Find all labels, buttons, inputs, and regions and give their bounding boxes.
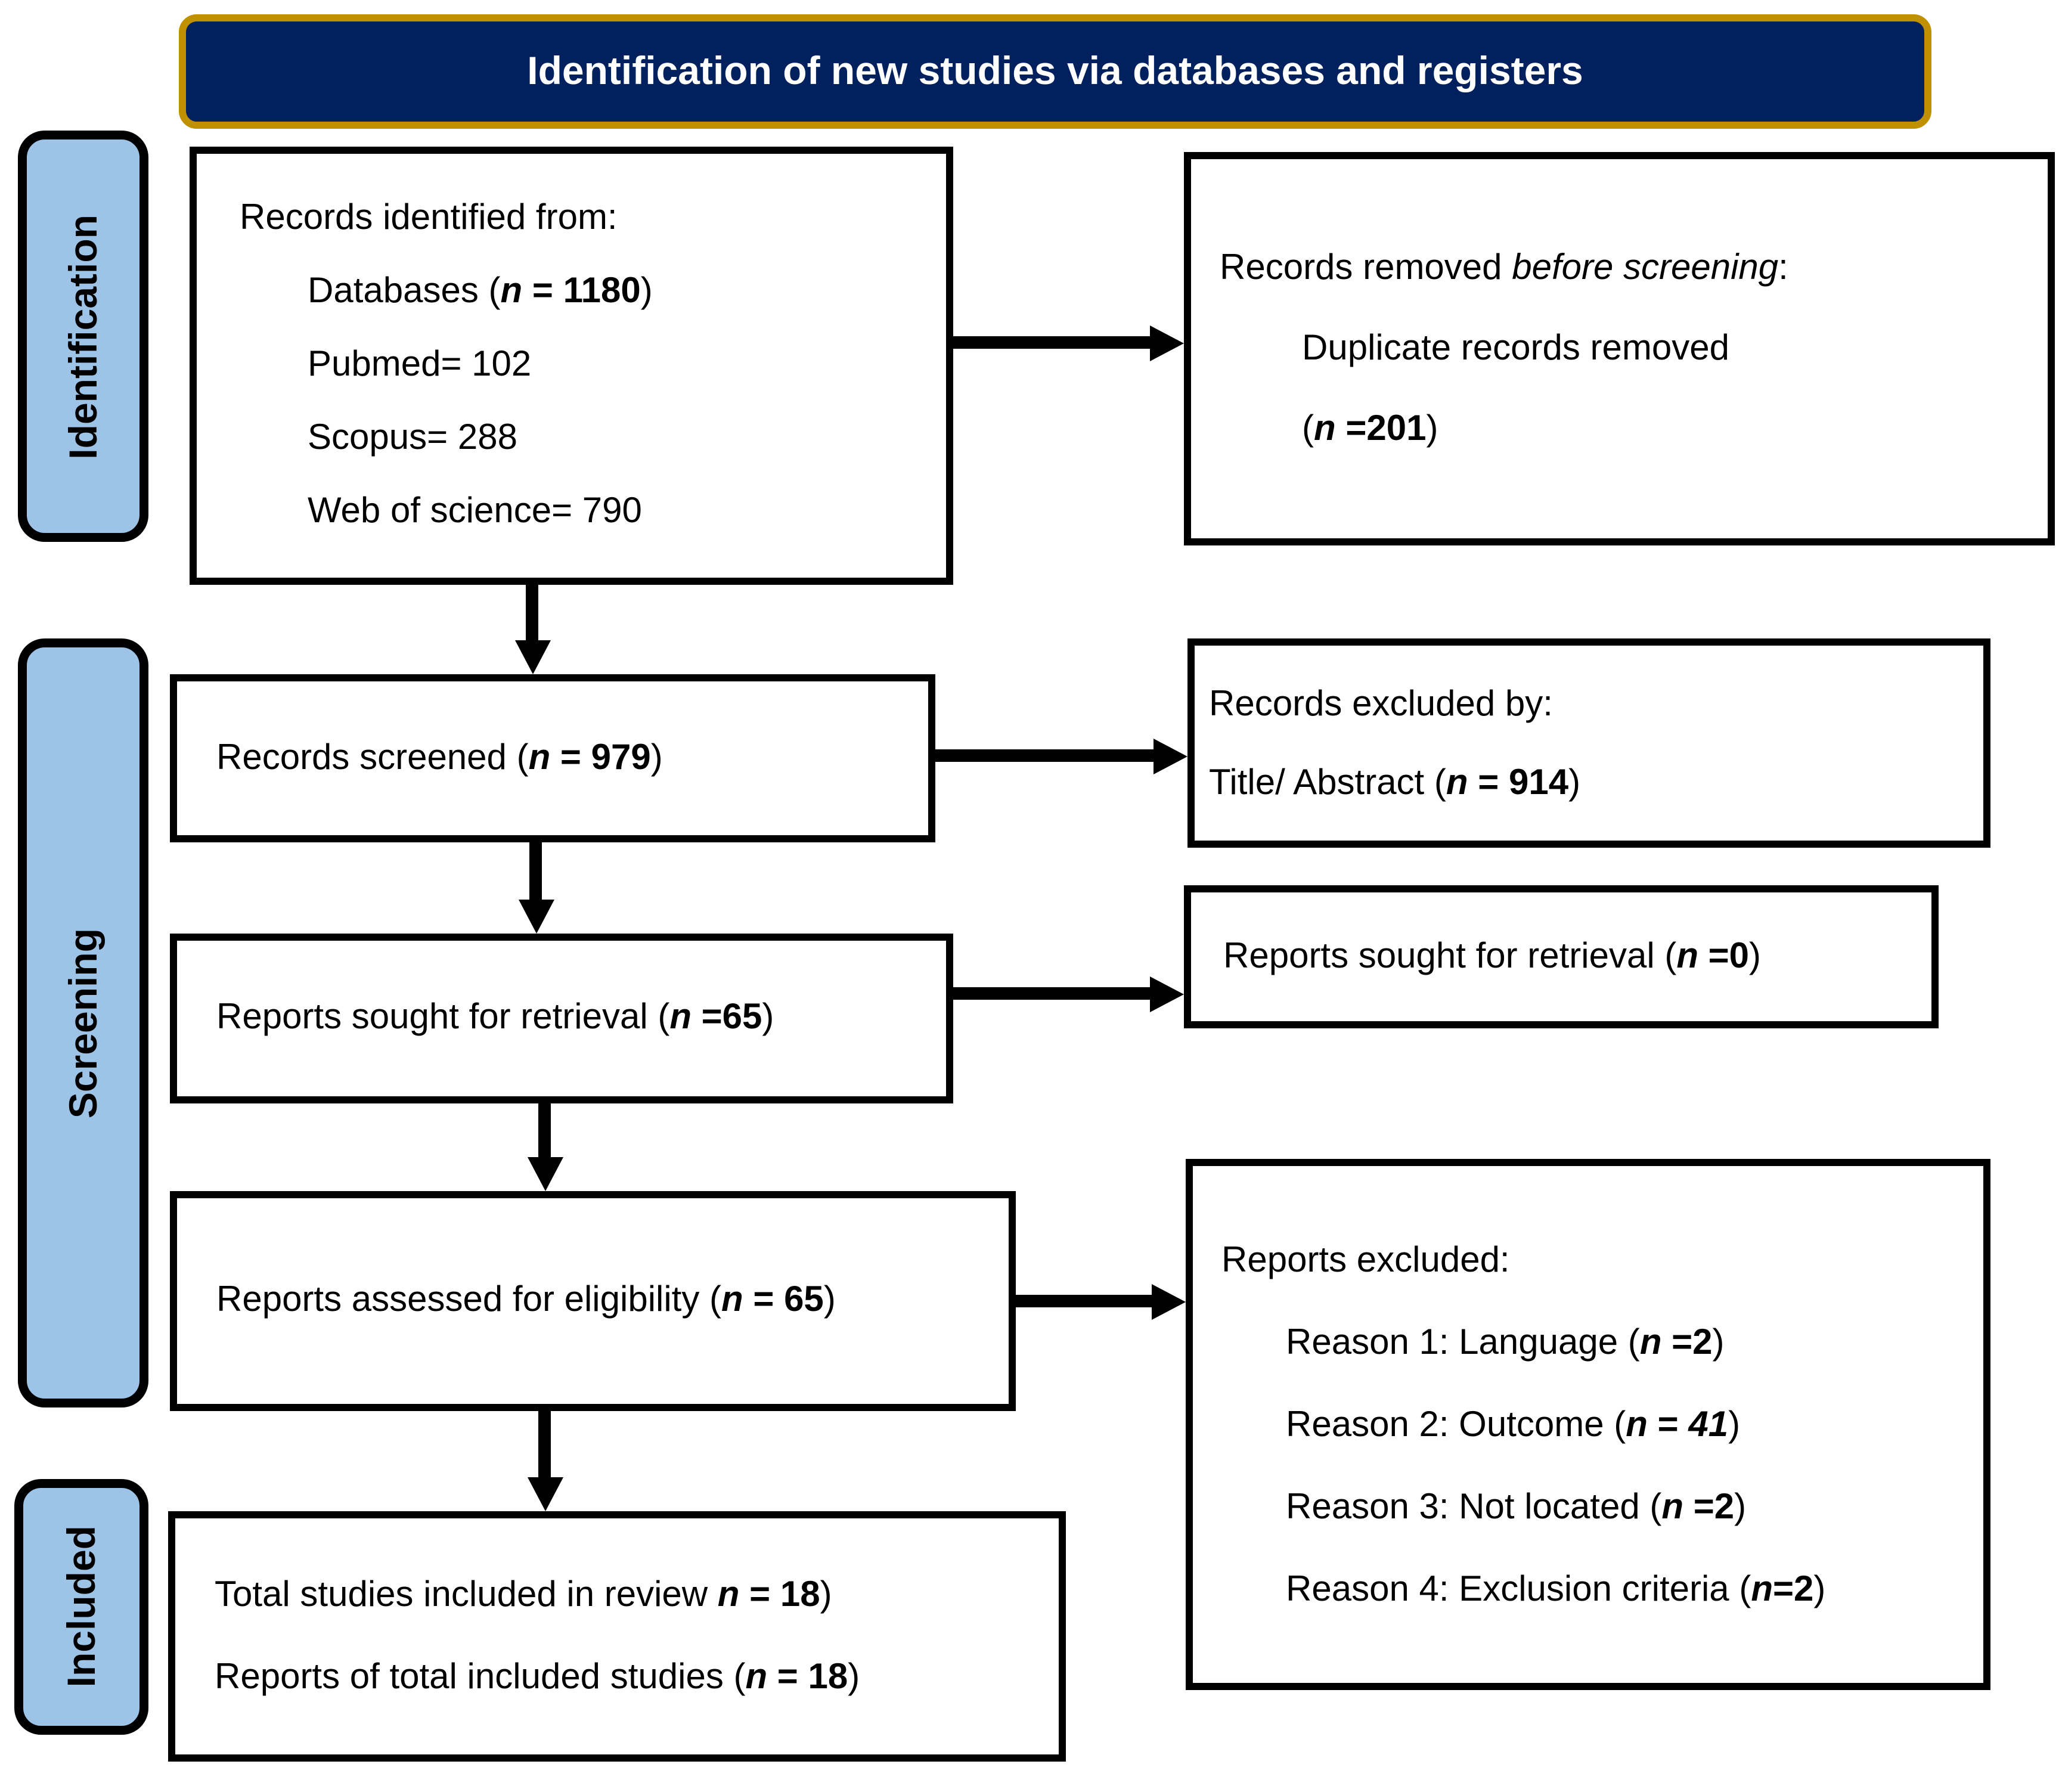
stage-label-screening: Screening [18,638,148,1407]
included-total-studies: Total studies included in review n = 18) [215,1576,832,1615]
stage-label-included-text: Included [58,1526,103,1688]
records-removed-duplicates: Duplicate records removed [1302,328,1729,368]
box-records-identified: Records identified from: Databases (n = … [190,147,953,585]
records-identified-databases: Databases (n = 1180) [308,272,653,311]
records-excluded-heading: Records excluded by: [1209,684,1553,724]
records-identified-pubmed: Pubmed= 102 [308,345,532,385]
arrow-right-icon [1154,739,1187,774]
stage-label-identification: Identification [18,131,148,542]
reports-excluded-reason-1: Reason 1: Language (n =2) [1286,1322,1725,1362]
reports-sought-text: Reports sought for retrieval (n =65) [216,998,774,1037]
arrow-shaft [1016,1295,1152,1307]
box-reports-excluded: Reports excluded: Reason 1: Language (n … [1186,1159,1990,1690]
arrow-down-icon [515,640,551,674]
stage-label-identification-text: Identification [60,213,105,459]
title-text: Identification of new studies via databa… [527,48,1583,93]
arrow-right-icon [1152,1284,1186,1320]
arrow-down-icon [528,1157,563,1191]
reports-excluded-reason-4: Reason 4: Exclusion criteria (n=2) [1286,1569,1826,1609]
arrow-shaft [538,1411,551,1477]
records-excluded-title-abstract: Title/ Abstract (n = 914) [1209,762,1581,802]
records-identified-scopus: Scopus= 288 [308,418,517,458]
arrow-shaft [953,987,1150,1000]
arrow-shaft [538,1103,551,1157]
records-screened-text: Records screened (n = 979) [216,737,663,777]
arrow-down-icon [528,1477,563,1511]
title-banner: Identification of new studies via databa… [179,14,1931,129]
arrow-down-icon [519,900,554,934]
arrow-right-icon [1150,325,1184,361]
arrow-shaft [526,585,538,640]
box-reports-not-retrieved: Reports sought for retrieval (n =0) [1184,885,1939,1028]
box-records-screened: Records screened (n = 979) [170,674,935,842]
stage-label-screening-text: Screening [60,928,105,1118]
reports-not-retrieved-text: Reports sought for retrieval (n =0) [1223,936,1762,976]
box-reports-assessed-for-eligibility: Reports assessed for eligibility (n = 65… [170,1191,1016,1411]
reports-excluded-reason-2: Reason 2: Outcome (n = 41) [1286,1405,1741,1444]
box-included-studies: Total studies included in review n = 18)… [168,1511,1066,1762]
included-total-reports: Reports of total included studies (n = 1… [215,1658,860,1697]
records-removed-count: (n =201) [1302,408,1438,448]
reports-assessed-text: Reports assessed for eligibility (n = 65… [216,1281,836,1320]
reports-excluded-reason-3: Reason 3: Not located (n =2) [1286,1487,1747,1527]
box-records-removed-before-screening: Records removed before screening: Duplic… [1184,152,2055,545]
stage-label-included: Included [14,1479,148,1735]
arrow-right-icon [1150,976,1184,1012]
box-records-excluded: Records excluded by: Title/ Abstract (n … [1187,638,1990,848]
reports-excluded-heading: Reports excluded: [1221,1240,1510,1280]
box-reports-sought-for-retrieval: Reports sought for retrieval (n =65) [170,934,953,1103]
arrow-shaft [529,842,542,900]
records-identified-heading: Records identified from: [240,199,618,238]
records-removed-heading: Records removed before screening: [1220,247,1788,287]
arrow-shaft [953,336,1150,349]
arrow-shaft [935,749,1154,762]
records-identified-web-of-science: Web of science= 790 [308,492,642,531]
